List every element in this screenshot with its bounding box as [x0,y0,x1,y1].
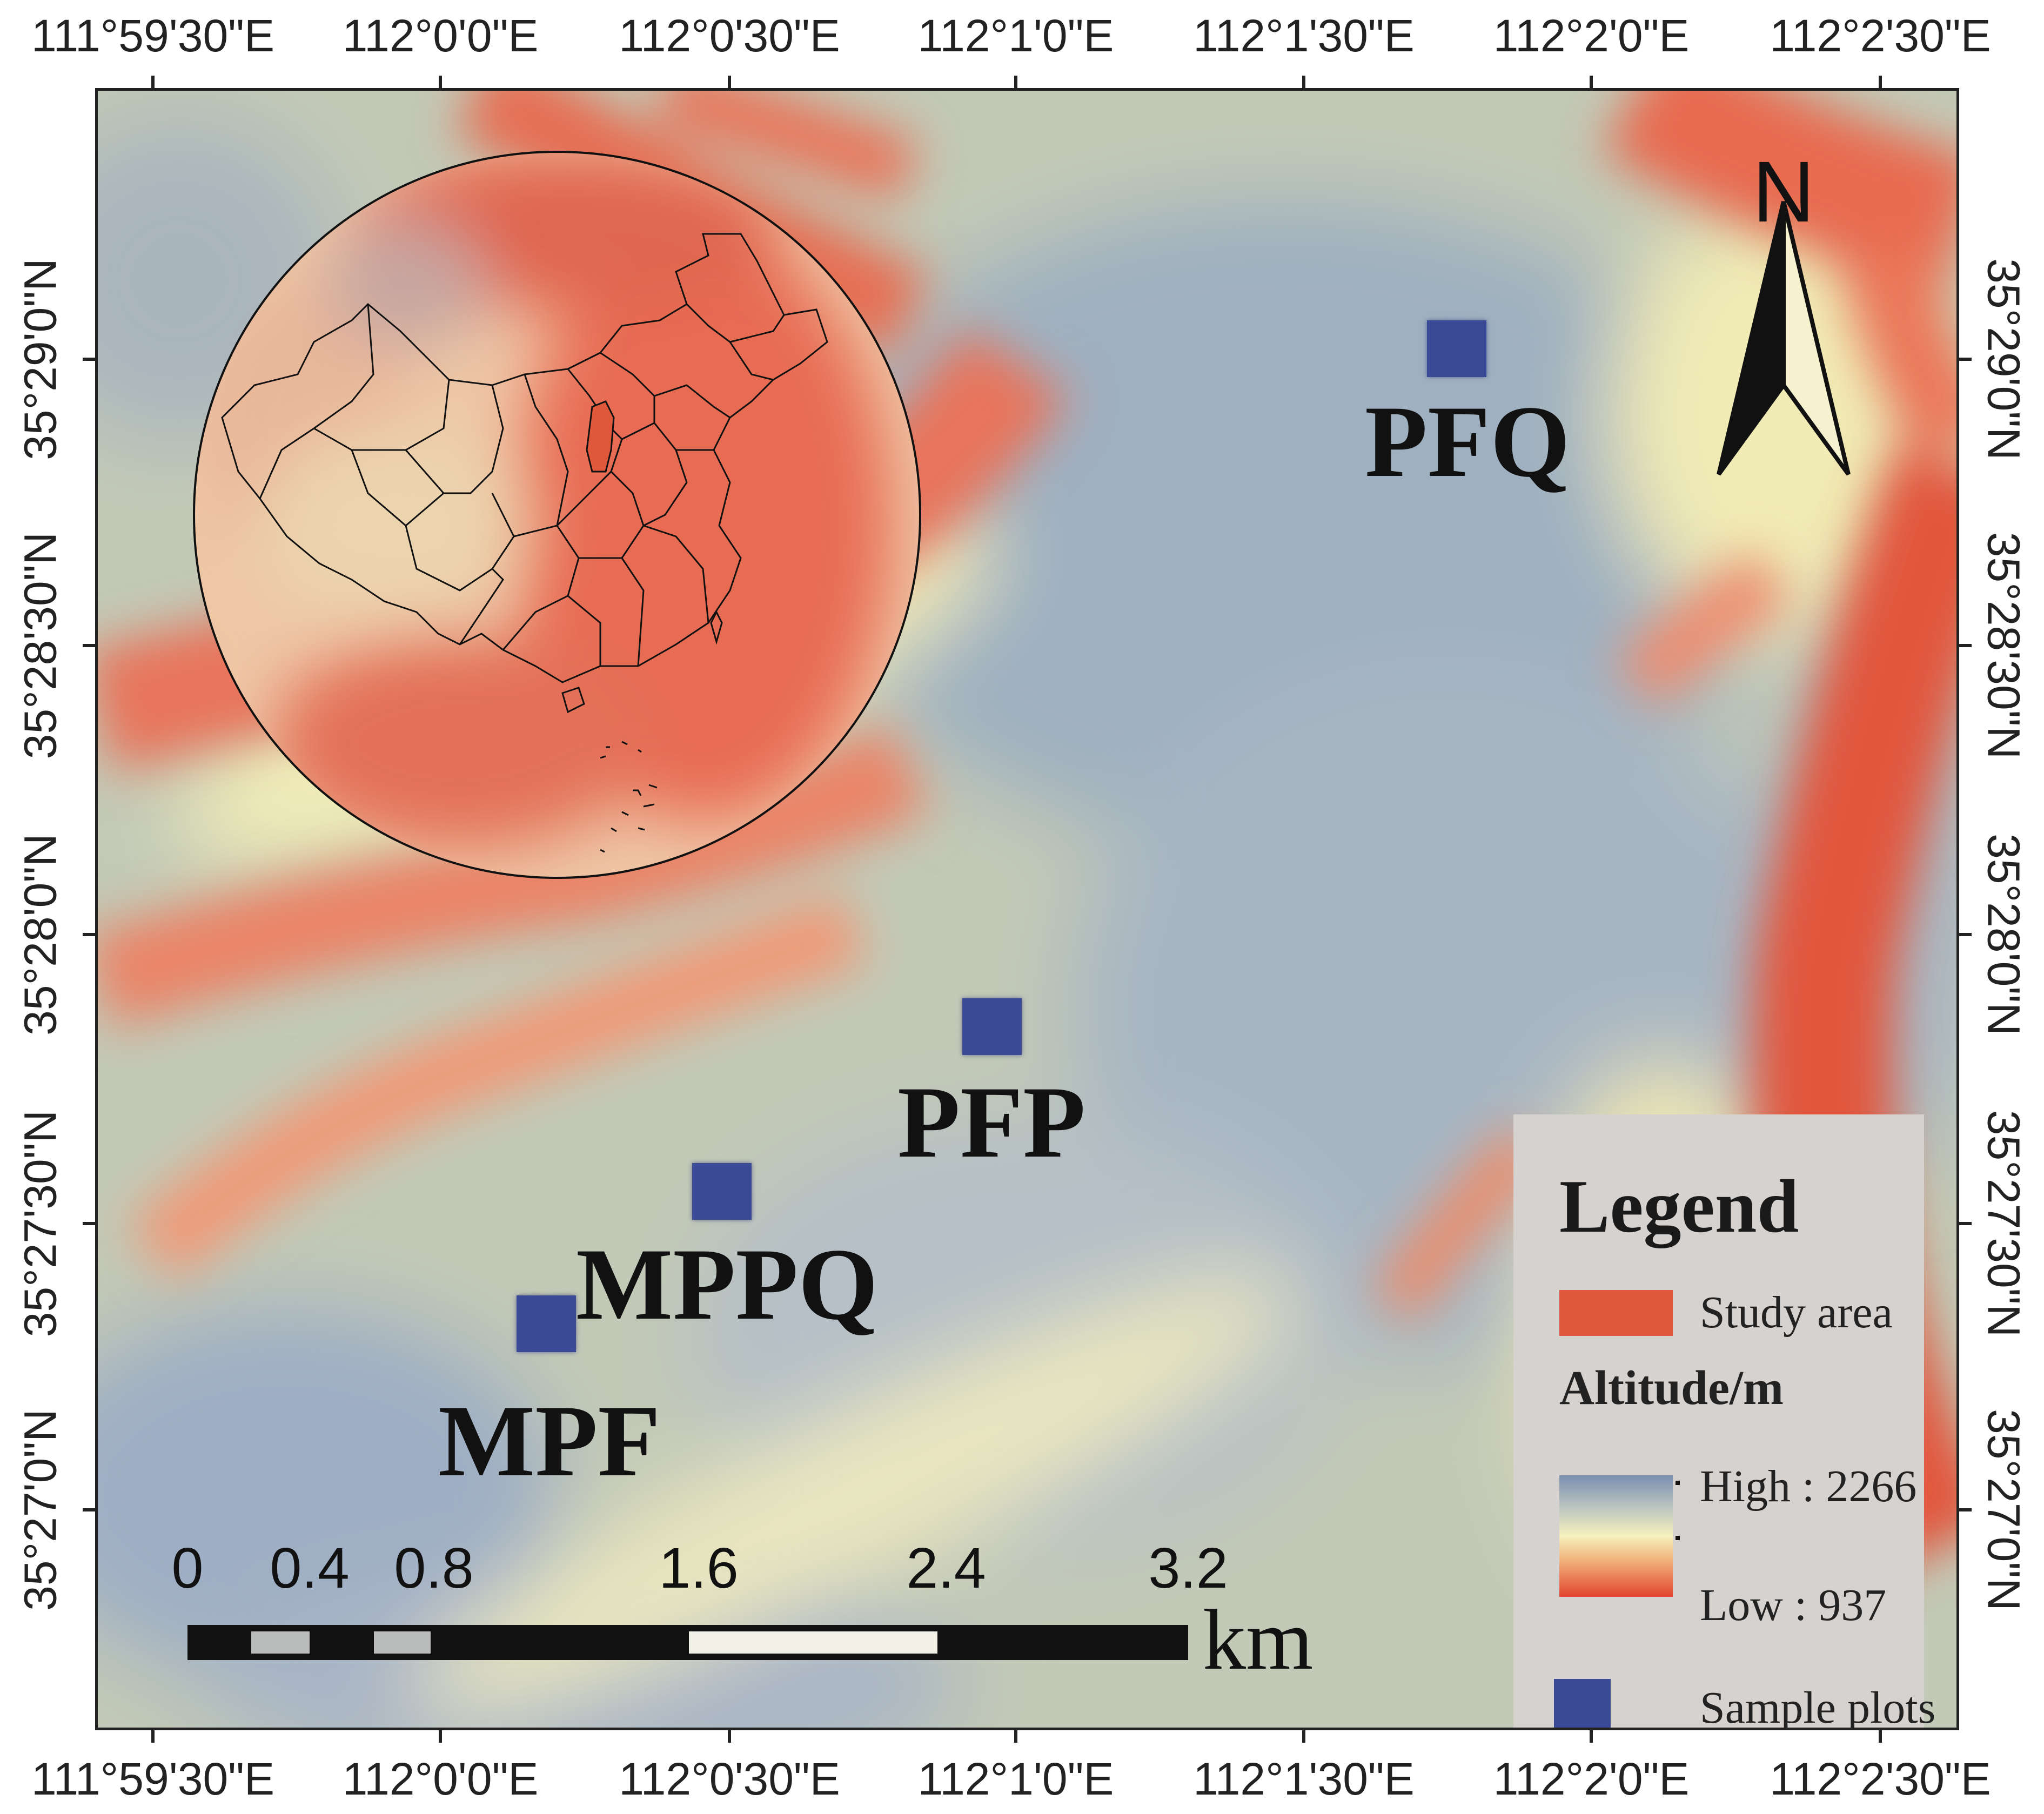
longitude-label-bottom: 112°0'30"E [619,1753,840,1804]
north-arrow: N [1708,142,1870,493]
study-area-province [586,400,615,473]
longitude-label-bottom: 112°1'0"E [917,1753,1114,1804]
scale-label: 0.8 [394,1536,474,1600]
sample-plot-marker-mpf[interactable] [517,1295,576,1352]
north-arrow-icon [1717,201,1851,476]
latitude-label-left: 35°28'0"N [15,834,66,1036]
longitude-label-top: 112°0'30"E [619,10,840,61]
latitude-label-right: 35°27'30"N [1978,1110,2029,1338]
sample-plot-marker-mppq[interactable] [692,1163,752,1220]
sample-plots-swatch [1554,1679,1611,1728]
map-frame[interactable]: PFQ PFP MPPQ MPF N 0 0.4 0.8 1.6 2.4 3.2… [95,88,1959,1730]
latitude-label-right: 35°28'0"N [1978,834,2029,1036]
latitude-label-right: 35°29'0"N [1978,258,2029,460]
longitude-label-top: 111°59'30"E [31,10,275,61]
latitude-label-right: 35°28'30"N [1978,532,2029,760]
legend-title: Legend [1559,1165,1799,1248]
legend-panel: Legend Study area Altitude/m High : 2266… [1513,1114,1935,1728]
latitude-label-left: 35°28'30"N [15,532,66,760]
longitude-label-top: 112°1'0"E [917,10,1114,61]
legend-altitude-high: High : 2266 [1700,1461,1917,1511]
longitude-label-bottom: 112°2'30"E [1770,1753,1991,1804]
scale-label: 0 [171,1536,204,1600]
longitude-label-bottom: 111°59'30"E [31,1753,275,1804]
longitude-label-bottom: 112°0'0"E [342,1753,539,1804]
scale-unit: km [1203,1591,1313,1688]
longitude-label-top: 112°0'0"E [342,10,539,61]
legend-altitude-title: Altitude/m [1559,1361,1784,1415]
legend-study-area-label: Study area [1700,1287,1893,1338]
site-label-mppq: MPPQ [576,1228,879,1341]
scale-label: 0.4 [270,1536,350,1600]
sample-plot-marker-pfq[interactable] [1427,320,1486,377]
longitude-label-top: 112°2'30"E [1770,10,1991,61]
site-label-mpf: MPF [438,1385,661,1498]
scale-bar-segments [187,1625,1188,1660]
ramp-tick-mid [1676,1536,1680,1540]
legend-sample-plots-label: Sample plots [1700,1683,1936,1730]
longitude-label-bottom: 112°2'0"E [1493,1753,1690,1804]
longitude-label-top: 112°1'30"E [1193,10,1415,61]
scale-label: 1.6 [659,1536,739,1600]
scale-label: 2.4 [906,1536,986,1600]
scale-label: 3.2 [1148,1536,1228,1600]
ramp-tick-high [1676,1481,1680,1485]
latitude-label-left: 35°27'30"N [15,1110,66,1338]
legend-altitude-low: Low : 937 [1700,1580,1887,1630]
china-inset-map [193,151,921,879]
latitude-label-right: 35°27'0"N [1978,1409,2029,1611]
longitude-label-bottom: 112°1'30"E [1193,1753,1415,1804]
study-area-swatch [1559,1290,1673,1336]
site-label-pfq: PFQ [1365,385,1570,499]
site-label-pfp: PFP [897,1066,1086,1179]
altitude-ramp [1559,1475,1673,1597]
latitude-label-left: 35°29'0"N [15,258,66,460]
sample-plot-marker-pfp[interactable] [962,998,1022,1055]
latitude-label-left: 35°27'0"N [15,1409,66,1611]
longitude-label-top: 112°2'0"E [1493,10,1690,61]
